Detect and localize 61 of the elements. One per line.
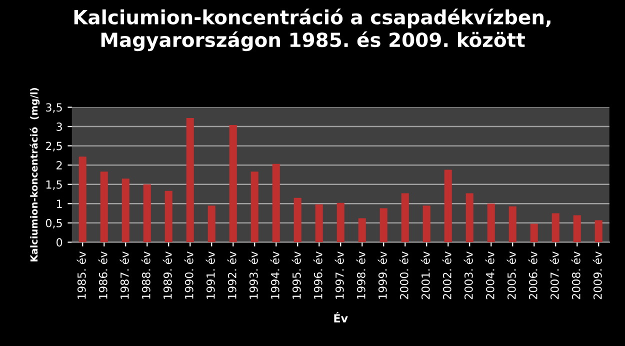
- bar: [530, 224, 538, 242]
- y-tick-label: 0,5: [46, 218, 62, 228]
- bar: [594, 220, 602, 242]
- y-axis-title: Kalciumion-koncentráció (mg/l): [30, 88, 40, 262]
- bar: [336, 202, 344, 242]
- x-tick-label: 1998. év: [356, 252, 366, 299]
- bar: [122, 178, 130, 242]
- x-tick-label: 1999. év: [378, 252, 387, 299]
- x-tick-label: 1987. év: [120, 252, 129, 299]
- bar: [422, 206, 430, 242]
- x-axis-title: Év: [334, 312, 348, 322]
- bar: [573, 215, 581, 242]
- x-tick-label: 1994. év: [270, 252, 280, 299]
- x-tick-label: 2005. év: [506, 252, 516, 300]
- x-tick-label: 2003. év: [464, 252, 473, 300]
- bar: [78, 156, 86, 242]
- bar: [100, 172, 108, 242]
- y-tick-label: 0: [56, 238, 62, 247]
- bar: [250, 172, 258, 242]
- bar: [444, 170, 452, 242]
- x-tick-label: 1989. év: [162, 252, 172, 299]
- y-tick-label: 2,5: [46, 142, 62, 152]
- bar: [358, 218, 366, 242]
- y-tick-label: 3: [56, 122, 62, 131]
- x-tick-label: 1985. év: [76, 252, 86, 299]
- y-tick-label: 1: [57, 200, 62, 208]
- x-tick-label: 1993. év: [248, 252, 258, 299]
- bar: [186, 118, 194, 242]
- bar: [380, 208, 388, 242]
- bar: [164, 190, 172, 242]
- x-tick-label: 1991. év: [206, 252, 215, 299]
- x-tick-label: 1995. év: [292, 252, 301, 299]
- bar: [552, 213, 560, 242]
- bar: [272, 164, 280, 242]
- chart-title: Kalciumion-koncentráció a csapadékvízben, Magyarországon 1985. és 2009. között: [74, 8, 550, 52]
- x-tick-label: 2001. év: [420, 252, 430, 300]
- bar: [487, 204, 495, 242]
- y-tick-label: 3,5: [46, 103, 62, 113]
- y-tick-label: 2: [56, 161, 62, 170]
- bar: [315, 204, 323, 242]
- x-tick-label: 2006. év: [528, 252, 538, 300]
- bar: [229, 124, 237, 242]
- x-tick-label: 1990. év: [184, 252, 194, 299]
- x-tick-label: 1988. év: [141, 252, 150, 299]
- bar: [143, 184, 151, 242]
- x-tick-label: 1996. év: [313, 252, 322, 299]
- x-tick-label: 2009. év: [592, 252, 602, 300]
- bar: [294, 198, 302, 242]
- bar: [208, 206, 216, 242]
- x-tick-label: 2002. év: [442, 252, 452, 300]
- bar: [401, 193, 409, 242]
- x-tick-label: 1992. év: [227, 252, 236, 299]
- x-tick-label: 2008. év: [571, 252, 580, 300]
- bar: [508, 206, 516, 242]
- x-tick-label: 2000. év: [399, 252, 408, 300]
- x-tick-label: 2004. év: [485, 252, 494, 300]
- x-tick-label: 2007. év: [550, 252, 559, 300]
- y-tick-label: 1,5: [46, 180, 62, 190]
- x-tick-label: 1997. év: [334, 252, 344, 299]
- x-tick-label: 1986. év: [98, 252, 108, 299]
- bar: [466, 193, 474, 242]
